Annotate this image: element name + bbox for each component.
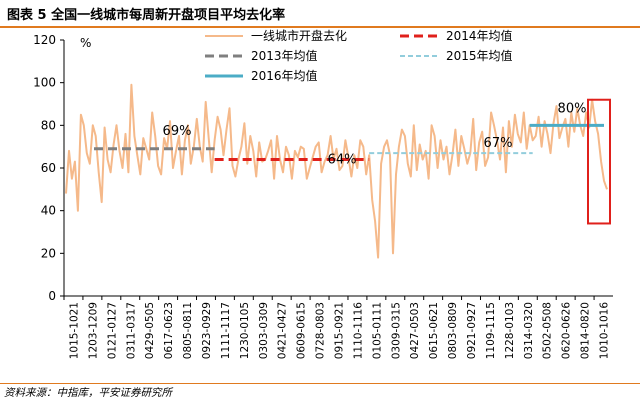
- line-chart: 0 20 40 60 80 100 120 % 1015-1021 1203-1209 0121-0…: [33, 28, 613, 360]
- x-tick-label: 0421-0427: [277, 302, 289, 359]
- x-tick-label: 1110-1116: [352, 302, 364, 360]
- avg-label-2: 67%: [484, 136, 513, 151]
- avg-label-0: 69%: [163, 124, 192, 139]
- y-tick-label: 120: [33, 33, 56, 47]
- legend-label-0: 一线城市开盘去化: [251, 28, 347, 43]
- latest-highlight-box: [587, 98, 611, 225]
- x-tick-label: 1109-1115: [485, 302, 497, 359]
- x-tick-label: 0915-0921: [334, 302, 346, 359]
- x-tick-label: 0429-0505: [144, 302, 156, 359]
- x-tick-label: 0617-0623: [163, 302, 175, 359]
- x-tick-label: 0805-0811: [182, 302, 194, 359]
- legend-label-4: 2016年均值: [251, 68, 318, 83]
- x-tick-label: 0609-0615: [296, 302, 308, 359]
- x-tick-label: 0121-0127: [106, 302, 118, 359]
- title-divider: [0, 26, 640, 28]
- x-tick-label: 0314-0320: [523, 302, 535, 359]
- y-tick-label: 80: [41, 118, 56, 132]
- figure-title-bar: 图表 5 全国一线城市每周新开盘项目平均去化率: [0, 0, 640, 27]
- y-tick-label: 0: [48, 289, 56, 303]
- x-tick-label: 0620-0626: [561, 302, 573, 360]
- x-tick-label: 0311-0317: [125, 302, 137, 359]
- legend-label-3: 2015年均值: [446, 48, 513, 63]
- x-tick-label: 0615-0621: [428, 302, 440, 359]
- x-tick-label: 0309-0315: [390, 302, 402, 359]
- x-tick-label: 1015-1021: [68, 302, 80, 359]
- source-divider: [0, 383, 640, 384]
- x-tick-label: 0427-0503: [409, 302, 421, 359]
- y-unit-label: %: [80, 36, 91, 50]
- x-tick-label: 1010-1016: [599, 302, 611, 360]
- x-tick-label: 0923-0929: [201, 302, 213, 359]
- x-tick-label: 0303-0309: [258, 302, 270, 359]
- y-tick-label: 60: [41, 161, 56, 175]
- x-tick-label: 0502-0508: [542, 302, 554, 359]
- y-tick-label: 40: [41, 204, 56, 218]
- x-tick-label: 0921-0927: [466, 302, 478, 359]
- legend-label-1: 2014年均值: [446, 28, 513, 43]
- source-note: 资料来源：中指库，平安证券研究所: [4, 387, 172, 399]
- legend-label-2: 2013年均值: [251, 48, 318, 63]
- y-tick-label: 20: [41, 246, 56, 260]
- series-weekly-line: [65, 83, 608, 259]
- avg-label-1: 64%: [328, 152, 357, 167]
- x-tick-label: 1203-1209: [87, 302, 99, 359]
- x-tick-label: 0814-0820: [580, 302, 592, 359]
- x-tick-label: 0728-0803: [315, 302, 327, 359]
- x-tick-label: 0803-0809: [447, 302, 459, 359]
- y-tick-label: 100: [33, 76, 56, 90]
- avg-label-3: 80%: [558, 101, 587, 116]
- x-tick-label: 1230-0105: [239, 302, 251, 359]
- x-tick-label: 0105-0111: [371, 302, 383, 359]
- x-tick-label: 1228-0103: [504, 302, 516, 359]
- x-tick-label: 1111-1117: [220, 302, 232, 359]
- figure-title: 图表 5 全国一线城市每周新开盘项目平均去化率: [7, 8, 286, 23]
